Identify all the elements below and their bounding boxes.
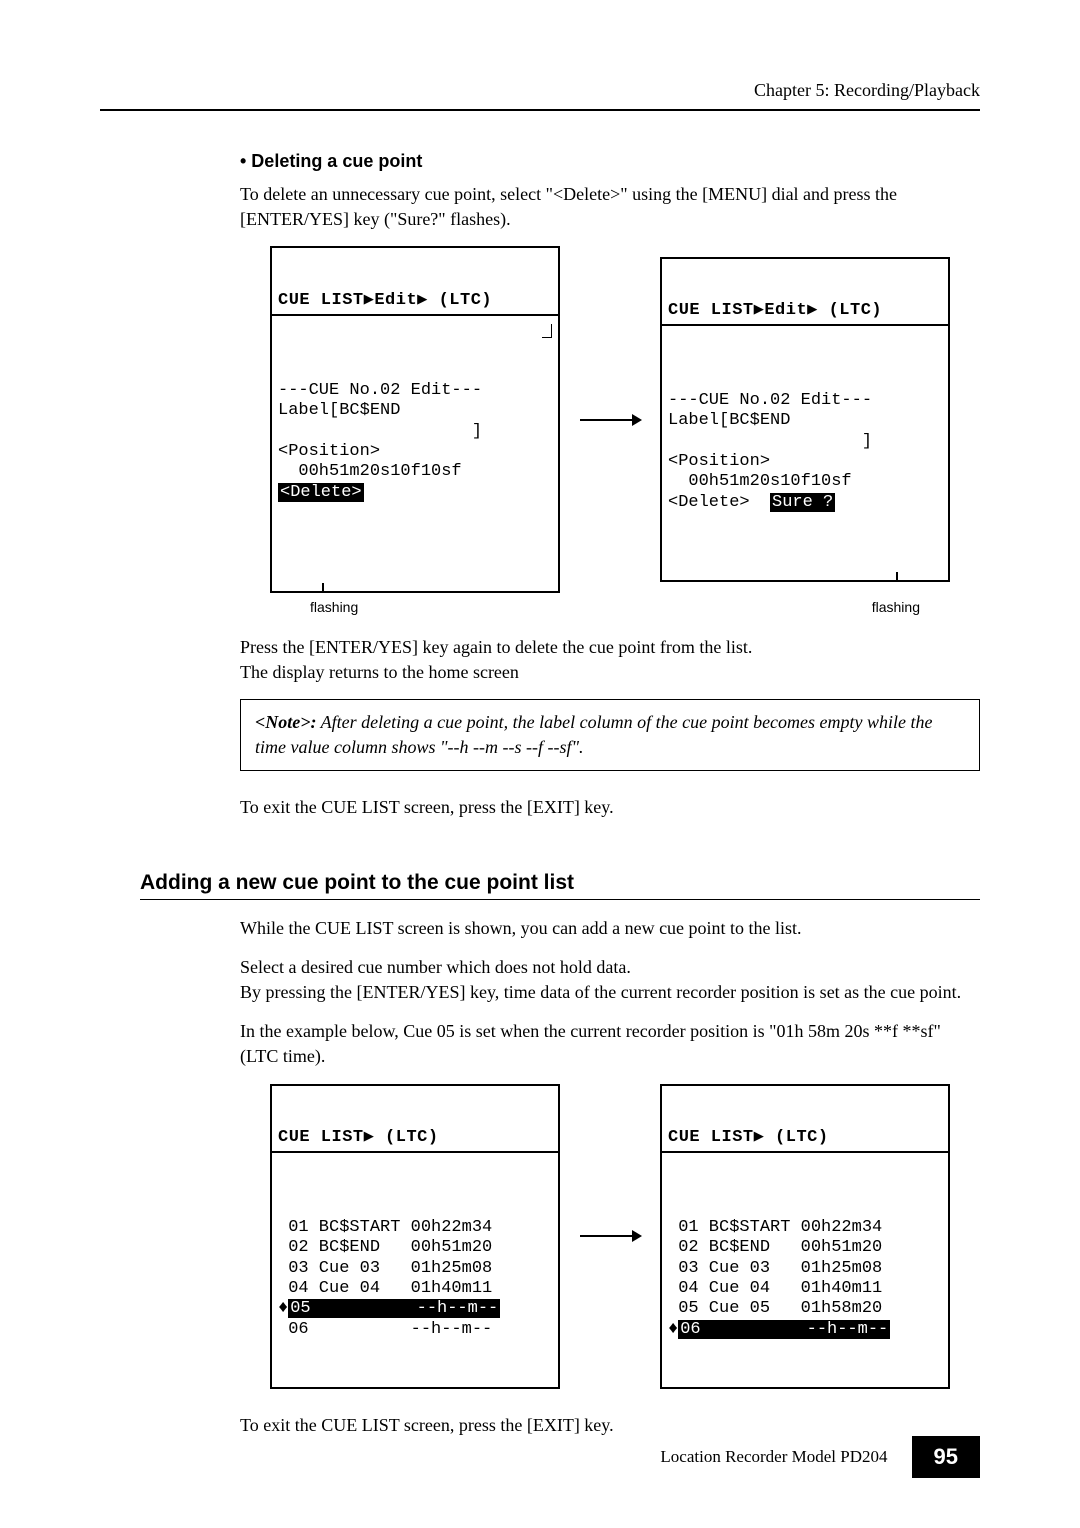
lcd-body: 01 BC$START 00h22m34 02 BC$END 00h51m20 … bbox=[272, 1193, 558, 1346]
add-cue-heading: Adding a new cue point to the cue point … bbox=[140, 871, 980, 895]
lcd-line: 02 BC$END 00h51m20 bbox=[278, 1238, 492, 1257]
page-number-badge: 95 bbox=[912, 1436, 980, 1478]
lcd-line: 05 Cue 05 01h58m20 bbox=[668, 1299, 882, 1318]
note-body: After deleting a cue point, the label co… bbox=[255, 712, 933, 757]
lcd-add-after: CUE LIST▶ (LTC) 01 BC$START 00h22m34 02 … bbox=[660, 1084, 950, 1389]
lcd-row-selected: 06 bbox=[678, 1320, 702, 1339]
lcd-line: ] bbox=[278, 422, 482, 441]
lcd-line: 03 Cue 03 01h25m08 bbox=[668, 1259, 882, 1278]
cursor-icon: ♦ bbox=[668, 1320, 678, 1339]
add-p1: While the CUE LIST screen is shown, you … bbox=[240, 916, 980, 941]
add-p4: To exit the CUE LIST screen, press the [… bbox=[240, 1413, 980, 1438]
chapter-header: Chapter 5: Recording/Playback bbox=[100, 80, 980, 101]
add-p3: In the example below, Cue 05 is set when… bbox=[240, 1019, 980, 1069]
header-rule bbox=[100, 109, 980, 111]
lcd-row-selected: --h--m-- bbox=[313, 1299, 501, 1318]
lcd-line: 00h51m20s10f10sf bbox=[278, 462, 462, 481]
lcd-line: <Position> bbox=[668, 452, 770, 471]
lcd-line: 02 BC$END 00h51m20 bbox=[668, 1238, 882, 1257]
lcd-line: 06 --h--m-- bbox=[278, 1320, 492, 1339]
lcd-line: 03 Cue 03 01h25m08 bbox=[278, 1259, 492, 1278]
lcd-title: CUE LIST▶Edit▶ (LTC) bbox=[272, 289, 558, 315]
delete-p3: To exit the CUE LIST screen, press the [… bbox=[240, 795, 980, 820]
lcd-line: <Delete> bbox=[668, 493, 770, 512]
lcd-title: CUE LIST▶ (LTC) bbox=[272, 1126, 558, 1152]
lcd-delete-before: CUE LIST▶Edit▶ (LTC) ---CUE No.02 Edit--… bbox=[270, 246, 560, 592]
lcd-line: 04 Cue 04 01h40m11 bbox=[278, 1279, 492, 1298]
connector-line bbox=[542, 324, 552, 338]
add-lcd-row: CUE LIST▶ (LTC) 01 BC$START 00h22m34 02 … bbox=[240, 1084, 980, 1389]
text-line: Press the [ENTER/YES] key again to delet… bbox=[240, 637, 752, 657]
lcd-add-before: CUE LIST▶ (LTC) 01 BC$START 00h22m34 02 … bbox=[270, 1084, 560, 1389]
lcd-title: CUE LIST▶ (LTC) bbox=[662, 1126, 948, 1152]
lcd-line: <Position> bbox=[278, 442, 380, 461]
delete-p1: To delete an unnecessary cue point, sele… bbox=[240, 182, 980, 232]
tick-indicator bbox=[322, 583, 324, 593]
lcd-body: ---CUE No.02 Edit--- Label[BC$END ] <Pos… bbox=[662, 367, 948, 520]
cursor-icon: ♦ bbox=[278, 1299, 288, 1318]
lcd-delete-inverted: <Delete> bbox=[278, 483, 364, 502]
flashing-label: flashing bbox=[660, 599, 950, 615]
delete-lcd-row: CUE LIST▶Edit▶ (LTC) ---CUE No.02 Edit--… bbox=[240, 246, 980, 592]
page-footer: Location Recorder Model PD204 95 bbox=[660, 1436, 980, 1478]
lcd-body: ---CUE No.02 Edit--- Label[BC$END ] <Pos… bbox=[272, 356, 558, 509]
lcd-line: 00h51m20s10f10sf bbox=[668, 472, 852, 491]
lcd-line: ---CUE No.02 Edit--- bbox=[668, 391, 872, 410]
lcd-line: 01 BC$START 00h22m34 bbox=[278, 1218, 492, 1237]
flashing-labels: flashing flashing bbox=[240, 599, 980, 615]
lcd-row-selected: 05 bbox=[288, 1299, 312, 1318]
add-p2: Select a desired cue number which does n… bbox=[240, 955, 980, 1005]
lcd-line: Label[BC$END bbox=[668, 411, 790, 430]
text-line: By pressing the [ENTER/YES] key, time da… bbox=[240, 982, 961, 1002]
lcd-line: Label[BC$END bbox=[278, 401, 400, 420]
text-line: The display returns to the home screen bbox=[240, 662, 519, 682]
delete-p2: Press the [ENTER/YES] key again to delet… bbox=[240, 635, 980, 685]
lcd-body: 01 BC$START 00h22m34 02 BC$END 00h51m20 … bbox=[662, 1193, 948, 1346]
text-line: Select a desired cue number which does n… bbox=[240, 957, 631, 977]
lcd-sure-inverted: Sure ? bbox=[770, 493, 835, 512]
lcd-line: ] bbox=[668, 432, 872, 451]
arrow-right bbox=[580, 419, 640, 421]
tick-indicator bbox=[896, 572, 898, 582]
lcd-delete-after: CUE LIST▶Edit▶ (LTC) ---CUE No.02 Edit--… bbox=[660, 257, 950, 583]
section-rule bbox=[140, 899, 980, 900]
note-box: <Note>: After deleting a cue point, the … bbox=[240, 699, 980, 771]
lcd-line: 01 BC$START 00h22m34 bbox=[668, 1218, 882, 1237]
lcd-line: 04 Cue 04 01h40m11 bbox=[668, 1279, 882, 1298]
note-label: <Note>: bbox=[255, 712, 317, 732]
footer-model: Location Recorder Model PD204 bbox=[660, 1447, 887, 1467]
lcd-row-selected: --h--m-- bbox=[703, 1320, 891, 1339]
flashing-label: flashing bbox=[270, 599, 560, 615]
lcd-line: ---CUE No.02 Edit--- bbox=[278, 381, 482, 400]
lcd-title: CUE LIST▶Edit▶ (LTC) bbox=[662, 299, 948, 325]
arrow-right bbox=[580, 1235, 640, 1237]
delete-cue-heading: • Deleting a cue point bbox=[240, 151, 980, 172]
